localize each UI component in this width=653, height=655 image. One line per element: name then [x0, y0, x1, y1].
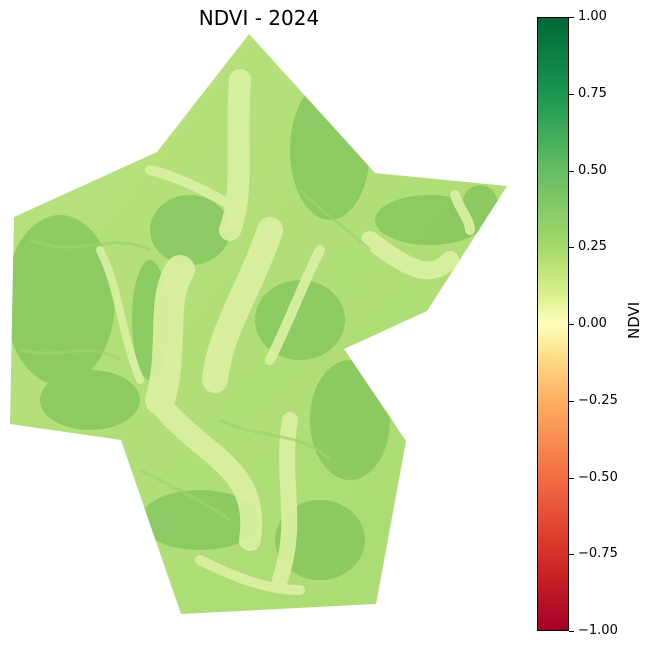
colorbar-tick-label: 1.00 — [578, 9, 607, 24]
colorbar-tick — [569, 324, 574, 325]
colorbar-tick — [569, 401, 574, 402]
colorbar-tick-label: −0.75 — [578, 546, 618, 561]
colorbar-tick-label: −0.50 — [578, 470, 618, 485]
colorbar-tick — [569, 171, 574, 172]
colorbar-tick-label: −0.25 — [578, 393, 618, 408]
ndvi-map — [10, 34, 507, 614]
chart-title: NDVI - 2024 — [198, 6, 320, 30]
colorbar-tick — [569, 247, 574, 248]
colorbar-label: NDVI — [625, 301, 643, 339]
colorbar-tick-label: 0.25 — [578, 239, 607, 254]
colorbar-tick — [569, 17, 574, 18]
colorbar-tick-label: −1.00 — [578, 623, 618, 638]
colorbar-tick-label: 0.50 — [578, 163, 607, 178]
aoi-polygon — [10, 34, 507, 614]
colorbar-tick-label: 0.00 — [578, 316, 607, 331]
colorbar-tick — [569, 478, 574, 479]
colorbar-tick-label: 0.75 — [578, 86, 607, 101]
colorbar — [537, 17, 569, 631]
colorbar-tick — [569, 631, 574, 632]
colorbar-tick — [569, 94, 574, 95]
colorbar-tick — [569, 554, 574, 555]
